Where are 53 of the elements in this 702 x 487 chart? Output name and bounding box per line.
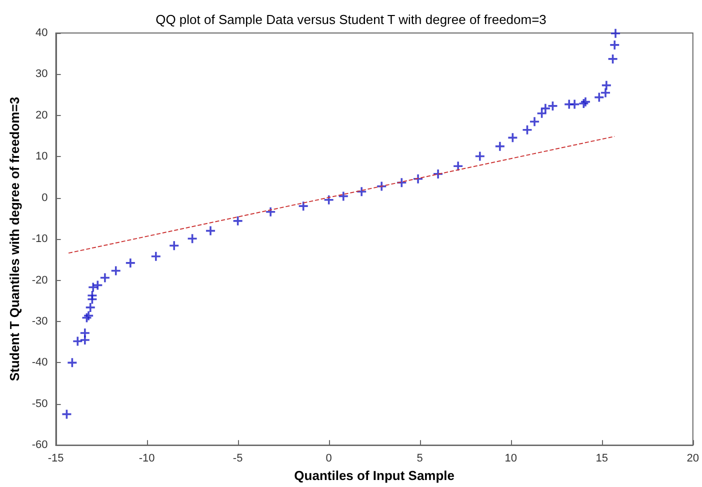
- point: [610, 40, 620, 50]
- point: [495, 142, 504, 151]
- point: [602, 80, 611, 90]
- point: [126, 258, 135, 268]
- y-tick-label: -60: [32, 439, 48, 452]
- y-tick-label: 0: [42, 192, 48, 204]
- point: [233, 216, 242, 226]
- point: [537, 108, 546, 118]
- x-tick-label: 15: [596, 452, 608, 465]
- x-tick-label: 20: [686, 452, 700, 465]
- point: [206, 226, 216, 236]
- x-tick-label: -15: [48, 452, 64, 465]
- point: [338, 192, 348, 201]
- y-tick-label: -50: [32, 398, 48, 410]
- point: [601, 88, 610, 98]
- x-tick-label: -10: [138, 452, 155, 465]
- y-tick-label: 10: [36, 150, 48, 163]
- point: [170, 241, 179, 250]
- point: [548, 101, 558, 110]
- y-tick-label: 20: [36, 109, 48, 122]
- point: [80, 328, 90, 338]
- y-tick-label: -10: [32, 233, 48, 246]
- point: [266, 207, 276, 216]
- point: [608, 54, 618, 64]
- point: [111, 266, 120, 276]
- x-tick-label: 10: [504, 452, 517, 465]
- x-tick-label: -5: [232, 452, 243, 465]
- x-tick-label: 0: [326, 452, 332, 465]
- y-axis-title: Student T Quantiles with degree of freedom=3: [7, 96, 22, 382]
- point: [188, 234, 197, 244]
- point: [594, 92, 604, 102]
- y-tick-label: 30: [36, 68, 48, 80]
- point: [151, 252, 160, 261]
- point: [454, 162, 463, 171]
- point: [611, 28, 620, 38]
- x-tick-label: 5: [416, 452, 423, 465]
- x-axis-title: Quantiles of Input Sample: [294, 468, 455, 483]
- point: [298, 202, 308, 211]
- point: [88, 282, 98, 292]
- point: [540, 104, 550, 113]
- chart-title: QQ plot of Sample Data versus Student T with degree of freedom=3: [156, 12, 546, 27]
- y-tick-label: -30: [32, 315, 48, 328]
- point: [86, 302, 95, 312]
- point: [570, 100, 580, 109]
- y-tick-label: -40: [32, 356, 48, 369]
- point: [530, 117, 540, 126]
- y-tick-label: -20: [32, 274, 48, 286]
- point: [88, 291, 97, 300]
- point: [73, 336, 82, 346]
- point: [324, 195, 334, 204]
- point: [475, 152, 484, 161]
- point: [100, 273, 110, 282]
- y-tick-label: 40: [36, 27, 48, 39]
